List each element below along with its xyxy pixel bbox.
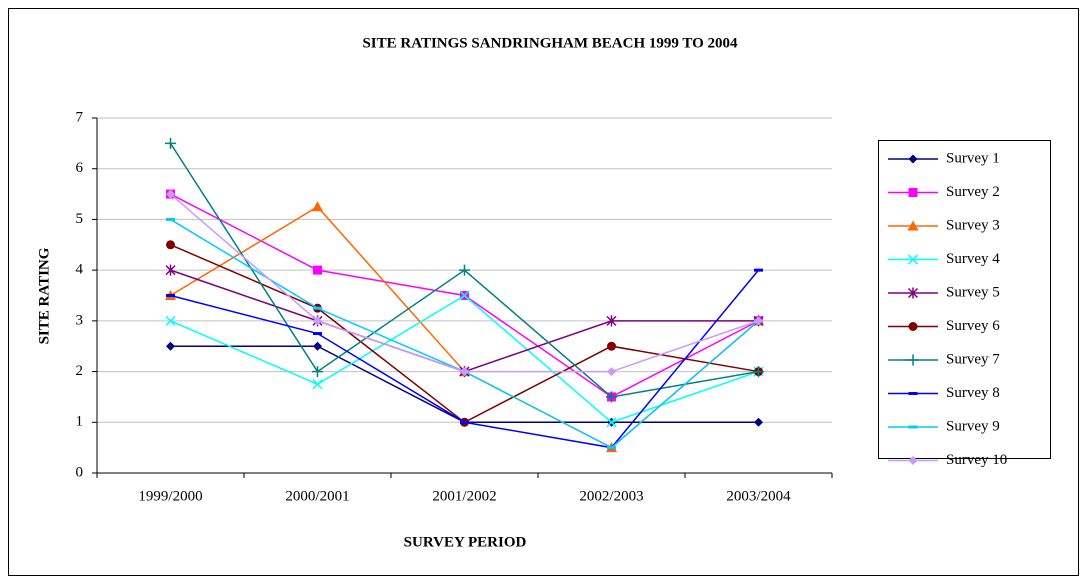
legend-label: Survey 10	[946, 452, 1007, 468]
legend-marker	[907, 220, 919, 231]
y-tick-label: 6	[76, 160, 84, 176]
legend-marker	[908, 456, 918, 465]
legend-marker	[907, 354, 919, 366]
data-point	[607, 341, 616, 351]
legend-label: Survey 9	[946, 418, 1000, 434]
data-point	[459, 290, 470, 301]
data-point	[312, 201, 323, 212]
data-point	[165, 137, 176, 149]
data-point	[313, 341, 322, 351]
y-tick-label: 7	[76, 109, 84, 125]
data-point	[754, 417, 763, 427]
data-point	[606, 391, 617, 403]
data-point	[313, 316, 322, 326]
legend-label: Survey 2	[946, 184, 1000, 200]
data-point	[753, 366, 764, 378]
legend-marker	[907, 287, 919, 299]
y-tick-label: 2	[76, 363, 84, 379]
y-tick-label: 1	[76, 414, 84, 430]
data-point	[165, 315, 176, 326]
legend-label: Survey 7	[946, 351, 1000, 367]
x-tick-label: 2003/2004	[726, 488, 791, 504]
data-point	[312, 379, 323, 390]
y-tick-label: 3	[76, 312, 84, 328]
legend-box	[878, 140, 1051, 459]
x-tick-label: 2001/2002	[432, 488, 496, 504]
data-point	[166, 240, 175, 250]
legend-marker	[908, 154, 918, 164]
legend-label: Survey 5	[946, 284, 1000, 300]
data-point	[754, 316, 763, 326]
data-point	[607, 367, 616, 377]
data-point	[166, 189, 175, 199]
data-point	[460, 367, 469, 377]
data-point	[606, 417, 617, 428]
legend-marker	[908, 188, 918, 197]
legend-label: Survey 8	[946, 385, 1000, 401]
data-point	[313, 265, 322, 275]
y-tick-label: 4	[76, 262, 84, 278]
legend-label: Survey 4	[946, 251, 1000, 267]
legend-marker	[907, 254, 919, 265]
data-point	[165, 264, 176, 276]
y-axis-label: SITE RATING	[36, 247, 52, 344]
data-point	[606, 315, 617, 327]
data-point	[166, 341, 175, 351]
legend-label: Survey 1	[946, 150, 1000, 166]
y-tick-label: 5	[76, 211, 84, 227]
legend-label: Survey 3	[946, 217, 1000, 233]
x-tick-label: 2002/2003	[579, 488, 643, 504]
x-tick-label: 2000/2001	[285, 488, 349, 504]
data-point	[312, 366, 323, 378]
y-tick-label: 0	[76, 464, 84, 480]
legend-marker	[908, 322, 918, 331]
data-point	[459, 264, 470, 276]
x-tick-label: 1999/2000	[138, 488, 202, 504]
legend-label: Survey 6	[946, 318, 1000, 334]
chart-title: SITE RATINGS SANDRINGHAM BEACH 1999 TO 2…	[362, 35, 738, 51]
x-axis-label: SURVEY PERIOD	[404, 534, 527, 550]
